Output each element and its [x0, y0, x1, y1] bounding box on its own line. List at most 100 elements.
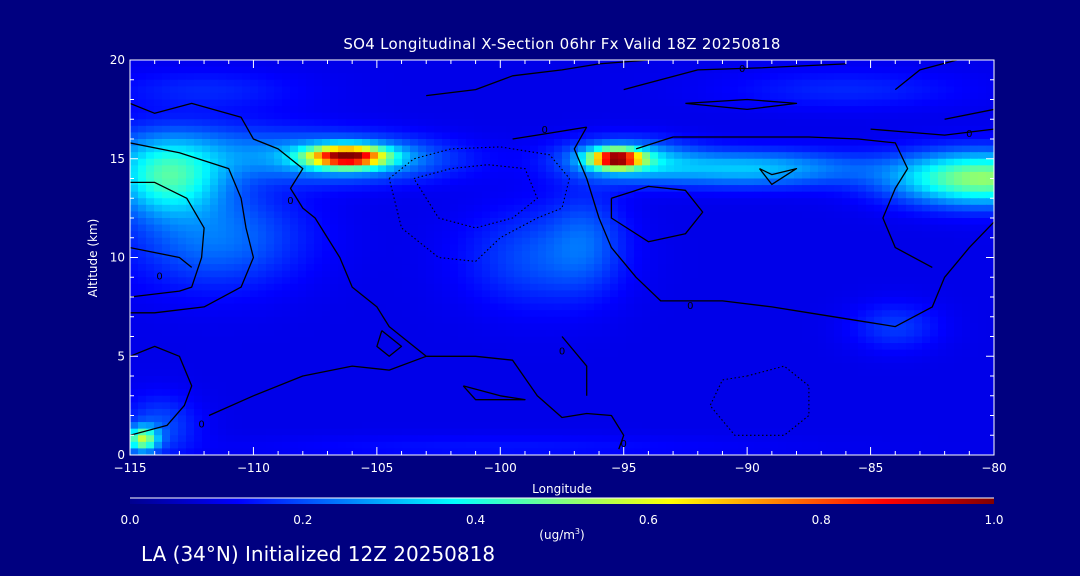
heatmap-cell	[930, 218, 939, 226]
heatmap-cell	[426, 303, 435, 311]
heatmap-cell	[754, 283, 763, 292]
heatmap-cell	[266, 119, 275, 127]
heatmap-cell	[530, 257, 539, 265]
heatmap-cell	[434, 73, 443, 81]
heatmap-cell	[162, 356, 171, 364]
heatmap-cell	[610, 270, 619, 278]
heatmap-cell	[586, 66, 595, 74]
heatmap-cell	[346, 336, 355, 344]
heatmap-cell	[474, 178, 483, 186]
heatmap-cell	[434, 264, 443, 272]
heatmap-cell	[298, 336, 307, 344]
heatmap-cell	[834, 310, 843, 318]
heatmap-cell	[186, 185, 195, 193]
heatmap-cell	[746, 191, 755, 199]
heatmap-cell	[810, 60, 819, 68]
heatmap-cell	[802, 323, 811, 331]
heatmap-cell	[354, 250, 363, 259]
heatmap-cell	[842, 99, 851, 107]
heatmap-cell	[978, 283, 987, 292]
heatmap-cell	[818, 264, 827, 272]
heatmap-cell	[434, 250, 443, 259]
heatmap-cell	[394, 198, 403, 206]
heatmap-cell	[346, 125, 355, 134]
heatmap-cell	[722, 218, 731, 226]
heatmap-cell	[938, 264, 947, 272]
heatmap-cell	[154, 171, 163, 180]
heatmap-cell	[570, 329, 579, 338]
heatmap-cell	[274, 303, 283, 311]
heatmap-cell	[746, 343, 755, 351]
heatmap-cell	[210, 92, 219, 101]
heatmap-cell	[202, 204, 211, 213]
heatmap-cell	[650, 303, 659, 311]
heatmap-cell	[282, 329, 291, 338]
heatmap-cell	[842, 171, 851, 180]
heatmap-cell	[194, 60, 203, 68]
heatmap-cell	[906, 283, 915, 292]
heatmap-cell	[642, 290, 651, 298]
heatmap-cell	[538, 231, 547, 239]
heatmap-cell	[218, 125, 227, 134]
heatmap-cell	[362, 178, 371, 186]
heatmap-cell	[698, 165, 707, 173]
heatmap-cell	[298, 152, 307, 160]
heatmap-cell	[946, 323, 955, 331]
heatmap-cell	[946, 250, 955, 259]
heatmap-cell	[674, 106, 683, 114]
heatmap-cell	[858, 119, 867, 127]
heatmap-cell	[882, 92, 891, 101]
heatmap-cell	[810, 99, 819, 107]
heatmap-cell	[610, 218, 619, 226]
heatmap-cell	[410, 303, 419, 311]
heatmap-cell	[210, 185, 219, 193]
heatmap-cell	[882, 191, 891, 199]
heatmap-cell	[322, 362, 331, 371]
heatmap-cell	[170, 185, 179, 193]
heatmap-cell	[282, 277, 291, 285]
heatmap-cell	[730, 106, 739, 114]
heatmap-cell	[922, 73, 931, 81]
heatmap-cell	[306, 204, 315, 213]
heatmap-cell	[890, 171, 899, 180]
heatmap-cell	[954, 270, 963, 278]
heatmap-cell	[874, 139, 883, 147]
heatmap-cell	[290, 112, 299, 120]
heatmap-cell	[274, 231, 283, 239]
heatmap-cell	[426, 119, 435, 127]
heatmap-cell	[226, 60, 235, 68]
heatmap-cell	[522, 336, 531, 344]
heatmap-cell	[138, 112, 147, 120]
heatmap-cell	[346, 257, 355, 265]
heatmap-cell	[626, 125, 635, 134]
heatmap-cell	[834, 277, 843, 285]
heatmap-cell	[154, 191, 163, 199]
heatmap-cell	[762, 343, 771, 351]
heatmap-cell	[818, 73, 827, 81]
heatmap-cell	[338, 132, 347, 140]
heatmap-cell	[434, 178, 443, 186]
heatmap-cell	[914, 257, 923, 265]
heatmap-cell	[474, 323, 483, 331]
heatmap-cell	[882, 283, 891, 292]
heatmap-cell	[946, 178, 955, 186]
heatmap-cell	[970, 191, 979, 199]
heatmap-cell	[330, 231, 339, 239]
heatmap-cell	[178, 264, 187, 272]
heatmap-cell	[850, 297, 859, 305]
heatmap-cell	[978, 198, 987, 206]
heatmap-cell	[194, 270, 203, 278]
heatmap-cell	[890, 336, 899, 344]
heatmap-cell	[914, 356, 923, 364]
heatmap-cell	[298, 79, 307, 87]
heatmap-cell	[610, 79, 619, 87]
heatmap-cell	[306, 250, 315, 259]
heatmap-cell	[954, 191, 963, 199]
heatmap-cell	[394, 218, 403, 226]
heatmap-cell	[706, 283, 715, 292]
heatmap-cell	[682, 132, 691, 140]
heatmap-cell	[642, 86, 651, 94]
heatmap-cell	[906, 191, 915, 199]
heatmap-cell	[378, 283, 387, 292]
heatmap-cell	[162, 112, 171, 120]
